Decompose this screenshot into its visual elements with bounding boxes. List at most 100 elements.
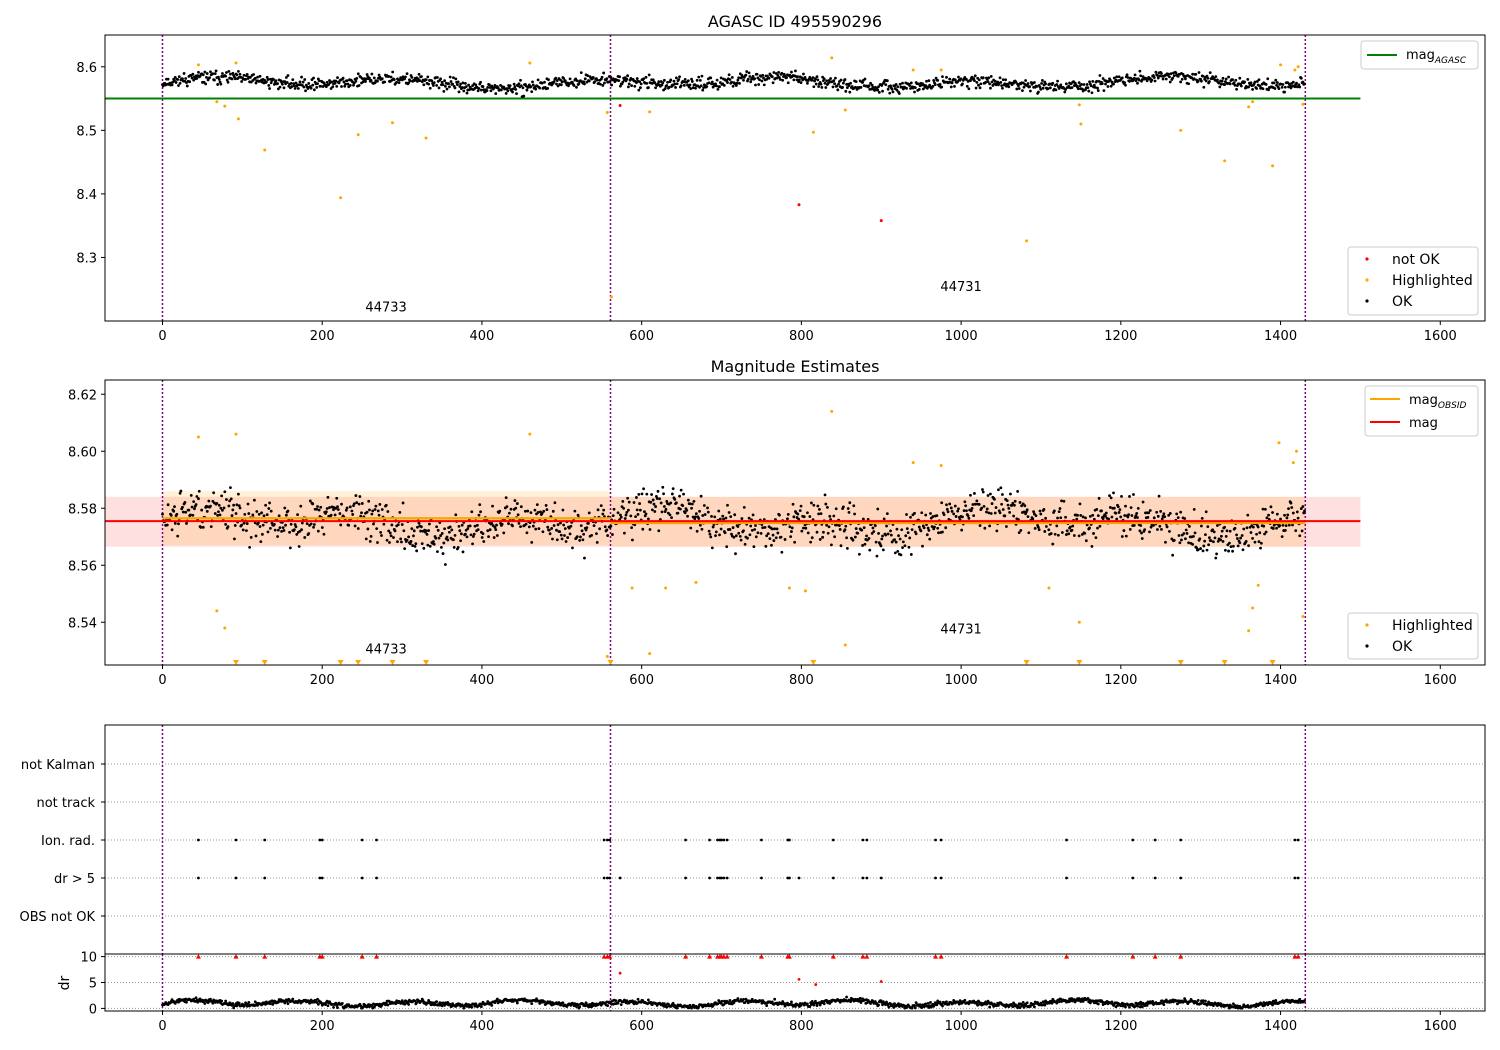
data-point-ok — [575, 85, 578, 89]
data-point-ok — [530, 90, 534, 94]
data-point-ok — [936, 526, 940, 530]
data-point-ok — [1219, 82, 1223, 86]
data-point-ok — [985, 510, 988, 514]
data-point-ok — [479, 88, 483, 92]
data-point-ok — [192, 500, 196, 504]
obsid-label: 44731 — [940, 280, 981, 295]
data-point-ok — [810, 536, 814, 540]
data-point-ok — [316, 505, 319, 508]
data-point-ok — [189, 493, 193, 497]
data-point-ok — [777, 71, 781, 74]
data-point-ok — [233, 524, 237, 527]
data-point-ok — [880, 537, 884, 541]
data-point-ok — [706, 506, 709, 510]
data-point-ok — [635, 508, 639, 512]
data-point-ok — [914, 532, 918, 536]
data-point-ok — [623, 531, 626, 535]
data-point-ok — [771, 81, 775, 85]
data-point-ok — [1017, 84, 1020, 88]
data-point-ok — [989, 492, 992, 496]
data-point-ok — [561, 508, 565, 512]
data-point-ok — [542, 509, 546, 513]
data-point-ok — [699, 494, 703, 498]
panel1-legend-line: magAGASC — [1360, 40, 1479, 70]
data-point-ok — [177, 75, 181, 79]
data-point-ok — [1158, 524, 1162, 528]
data-point-highlighted — [830, 56, 834, 60]
data-point-ok — [209, 504, 212, 508]
x-tick-label: 1200 — [1104, 329, 1137, 344]
data-point-ok — [401, 75, 405, 79]
data-point-ok — [1185, 532, 1189, 535]
data-point-ok — [1117, 75, 1121, 79]
data-point-ok — [897, 534, 900, 538]
data-point-ok — [621, 80, 625, 84]
x-tick-label: 0 — [158, 673, 166, 688]
data-point-ok — [487, 83, 491, 87]
data-point-ok — [941, 75, 944, 79]
data-point-ok — [1110, 515, 1114, 519]
data-point-ok — [984, 80, 988, 84]
data-point-ok — [458, 85, 462, 88]
data-point-ok — [625, 510, 629, 514]
data-point-ok — [229, 486, 232, 490]
data-point-ok — [901, 546, 904, 550]
data-point-ok — [975, 80, 979, 84]
data-point-ok — [1106, 85, 1110, 88]
data-point-ok — [1027, 531, 1031, 535]
data-point-ok — [824, 502, 828, 506]
data-point-ok — [700, 74, 704, 78]
data-point-ok — [1169, 72, 1173, 76]
data-point-ok — [953, 504, 957, 508]
data-point-ok — [265, 75, 269, 79]
data-point-ok — [722, 83, 726, 87]
data-point-ok — [1021, 89, 1024, 93]
panel2-legend-lines: magOBSID mag — [1364, 385, 1479, 437]
data-point-ok — [640, 492, 644, 496]
y-tick-label: 10 — [80, 951, 97, 966]
data-point-ok — [896, 549, 900, 553]
data-point-ok — [713, 515, 717, 519]
data-point-ok — [1233, 526, 1237, 530]
data-point-ok — [880, 84, 884, 87]
data-point-ok — [706, 510, 710, 514]
data-point-ok — [770, 527, 774, 531]
data-point-ok — [543, 80, 546, 84]
data-point-ok — [917, 82, 920, 86]
data-point-ok — [335, 496, 339, 500]
data-point-ok — [1291, 523, 1294, 527]
data-point-ok — [466, 527, 470, 531]
data-point-ok — [177, 84, 180, 87]
data-point-ok — [1291, 511, 1295, 515]
data-point-ok — [924, 513, 928, 517]
data-point-ok — [249, 535, 253, 539]
data-point-ok — [1227, 1006, 1231, 1010]
data-point-ok — [658, 497, 661, 501]
data-point-ok — [467, 83, 470, 87]
data-point-ok — [814, 77, 817, 81]
data-point-ok — [392, 536, 395, 539]
data-point-ok — [300, 75, 303, 79]
data-point-ok — [1011, 1005, 1015, 1009]
data-point-ok — [364, 537, 368, 541]
data-point-ok — [217, 510, 220, 514]
data-point-ok — [1001, 508, 1005, 511]
data-point-ok — [1182, 532, 1186, 535]
data-point-ok — [401, 501, 405, 505]
data-point-ok — [736, 78, 740, 82]
data-point-ok — [584, 1001, 588, 1005]
data-point-ok — [1064, 515, 1067, 519]
data-point-ok — [940, 85, 944, 89]
data-point-ok — [443, 527, 447, 531]
data-point-ok — [776, 73, 780, 77]
data-point-ok — [839, 544, 843, 548]
data-point-ok — [1171, 76, 1175, 80]
data-point-ok — [1168, 80, 1172, 84]
data-point-ok — [1274, 998, 1278, 1002]
data-point-ok — [332, 1005, 335, 1009]
data-point-ok — [344, 82, 347, 86]
data-point-ok — [646, 86, 650, 89]
data-point-ok — [1217, 81, 1221, 85]
data-point-ok — [786, 81, 790, 85]
category-label: OBS not OK — [20, 910, 96, 925]
